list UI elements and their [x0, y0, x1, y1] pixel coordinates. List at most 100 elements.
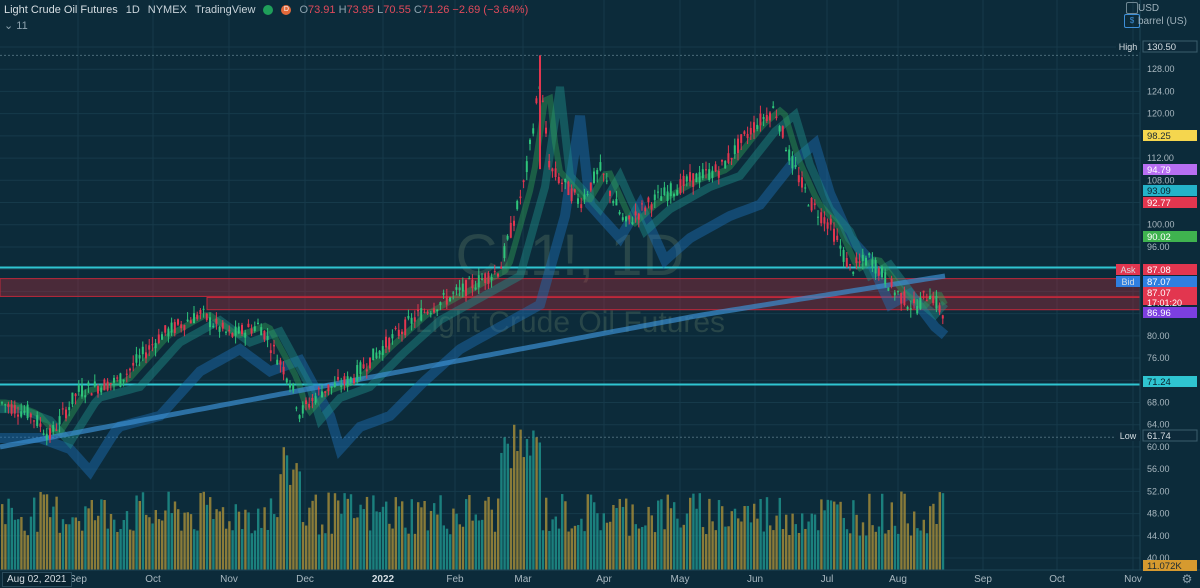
price-label-prefix: Low: [1120, 431, 1137, 441]
volume-bar: [71, 517, 74, 570]
volume-bar: [772, 530, 775, 570]
volume-bar: [692, 493, 695, 570]
candle-body: [183, 325, 186, 331]
candle-body: [401, 331, 403, 334]
price-tick-label: 56.00: [1147, 464, 1170, 474]
volume-bar: [865, 535, 868, 570]
candle-body: [759, 113, 762, 126]
volume-bar: [644, 525, 647, 570]
gear-icon[interactable]: ⚙: [1181, 572, 1193, 586]
price-tick-label: 100.00: [1147, 220, 1175, 230]
candle-body: [775, 116, 778, 119]
candle-body: [423, 311, 426, 313]
candle-body: [625, 216, 627, 222]
volume-bar: [781, 529, 785, 570]
candle-body: [788, 149, 791, 161]
volume-bar: [285, 455, 289, 570]
volume-bar: [138, 500, 141, 570]
symbol-name[interactable]: Light Crude Oil Futures: [4, 4, 118, 16]
volume-bar: [557, 528, 561, 570]
candle-body: [445, 296, 448, 305]
price-tick-label: 68.00: [1147, 397, 1170, 407]
currency-convert-icon[interactable]: $: [1124, 14, 1140, 28]
price-label-bg: [1142, 429, 1198, 442]
volume-bar: [913, 511, 916, 570]
indicator-count: 11: [16, 20, 28, 32]
volume-bar: [97, 515, 100, 570]
candle-body: [663, 187, 666, 196]
volume-bar: [205, 504, 209, 570]
price-tick-label: 40.00: [1147, 553, 1170, 563]
candle-body: [433, 308, 435, 313]
candle-body: [756, 124, 759, 129]
candle-body: [692, 173, 695, 187]
volume-bar: [449, 534, 452, 570]
volume-bar: [183, 512, 186, 570]
volume-bar: [231, 530, 234, 570]
price-label-value: 92.77: [1147, 198, 1171, 209]
volume-bar: [119, 528, 122, 570]
candle-body: [13, 405, 16, 414]
price-label-prefix: Ask: [1120, 265, 1136, 275]
volume-bar: [292, 469, 295, 570]
settings-icon[interactable]: [1126, 2, 1138, 14]
candle-body: [477, 275, 480, 288]
volume-bar: [199, 493, 202, 570]
candle-body: [122, 379, 125, 382]
candle-body: [97, 386, 99, 394]
volume-bar: [733, 508, 737, 570]
currency-unit[interactable]: USD barrel (US): [1138, 2, 1194, 28]
candle-body: [516, 201, 519, 210]
volume-bar: [93, 520, 97, 570]
volume-bar: [826, 499, 829, 570]
price-label-bg: [1143, 560, 1197, 571]
indicators-toggle[interactable]: ⌄ 11: [4, 19, 28, 32]
volume-bar: [404, 527, 407, 570]
volume-bar: [554, 516, 557, 570]
candle-body: [221, 322, 224, 329]
candle-body: [583, 194, 586, 200]
volume-bar: [458, 524, 461, 570]
volume-bar: [84, 506, 87, 570]
candle-body: [493, 271, 496, 273]
volume-bar: [365, 496, 369, 570]
market-status-icon[interactable]: [263, 5, 274, 15]
volume-bar: [855, 514, 858, 570]
volume-bar: [170, 513, 173, 570]
candle-body: [849, 264, 851, 266]
candle-body: [474, 287, 477, 290]
volume-bar: [756, 518, 759, 570]
volume-bar: [634, 524, 637, 570]
interval-label[interactable]: 1D: [125, 4, 140, 16]
currency-code: USD: [1138, 3, 1160, 14]
volume-bar: [602, 513, 605, 570]
volume-bar: [650, 515, 653, 570]
open-label: O: [299, 4, 309, 16]
candle-body: [397, 329, 400, 337]
volume-bar: [897, 533, 900, 570]
delayed-data-icon[interactable]: D: [281, 5, 292, 15]
candle-body: [781, 126, 784, 138]
volume-bar: [362, 509, 365, 570]
volume-bar: [381, 506, 385, 570]
candle-body: [413, 317, 416, 322]
volume-bar: [596, 513, 599, 570]
candle-body: [452, 292, 455, 294]
candle-body: [529, 139, 531, 145]
volume-bar: [77, 521, 81, 570]
candle-body: [785, 149, 787, 152]
candle-body: [241, 324, 243, 334]
candle-body: [484, 273, 487, 284]
candle-body: [669, 183, 672, 197]
candle-body: [676, 190, 679, 196]
candle-body: [7, 404, 10, 408]
candle-body: [541, 100, 544, 102]
candle-body: [554, 168, 557, 178]
candle-body: [887, 287, 890, 291]
candle-body: [589, 182, 592, 191]
candle-body: [36, 415, 39, 426]
time-tick-label: Aug: [889, 574, 907, 585]
price-label-bg: [1143, 231, 1197, 242]
